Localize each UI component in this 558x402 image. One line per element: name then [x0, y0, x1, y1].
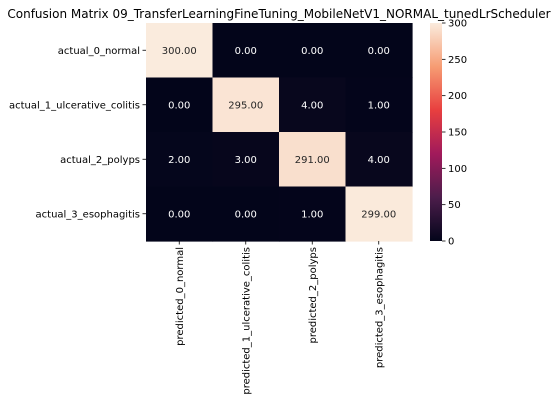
cell-value-label: 0.00 — [168, 100, 190, 111]
heatmap-cell — [212, 23, 280, 79]
row-tick-label: actual_3_esophagitis — [36, 209, 140, 220]
colorbar-tick-label: 300 — [448, 19, 467, 30]
heatmap-cell — [279, 186, 347, 242]
column-tick-label: predicted_3_esophagitis — [374, 247, 385, 368]
heatmap-cells — [146, 23, 413, 242]
cell-value-label: 300.00 — [162, 46, 197, 57]
cell-value-label: 291.00 — [295, 155, 330, 166]
cell-value-label: 1.00 — [301, 209, 323, 220]
heatmap-cell — [146, 23, 214, 79]
heatmap-cell — [345, 186, 413, 242]
heatmap-cell — [146, 77, 214, 133]
heatmap-cell — [146, 186, 214, 242]
heatmap-cell — [212, 77, 280, 133]
column-tick-label: predicted_0_normal — [175, 247, 186, 346]
heatmap-cell — [212, 132, 280, 188]
heatmap-cell — [279, 132, 347, 188]
cell-value-label: 4.00 — [301, 100, 323, 111]
heatmap-cell — [212, 186, 280, 242]
heatmap-cell — [279, 77, 347, 133]
cell-value-label: 0.00 — [235, 209, 257, 220]
colorbar-tick-label: 50 — [448, 200, 461, 211]
colorbar-tick-label: 250 — [448, 55, 467, 66]
colorbar-tick-label: 0 — [448, 237, 454, 248]
heatmap-cell — [345, 23, 413, 79]
colorbar-tick-label: 100 — [448, 164, 467, 175]
cell-value-label: 299.00 — [361, 209, 396, 220]
cell-value-label: 0.00 — [235, 46, 257, 57]
heatmap-cell — [345, 132, 413, 188]
column-tick-labels: predicted_0_normal predicted_1_ulcerative… — [175, 241, 385, 395]
cell-value-label: 0.00 — [168, 209, 190, 220]
colorbar-tick-label: 150 — [448, 128, 467, 139]
heatmap-cell — [345, 77, 413, 133]
cell-value-label: 295.00 — [228, 100, 263, 111]
column-tick-label: predicted_1_ulcerative_colitis — [241, 247, 252, 395]
cell-value-labels: 300.00 0.00 0.00 0.00 0.00 295.00 4.00 1.00 2.00… — [162, 46, 397, 221]
cell-value-label: 1.00 — [368, 100, 390, 111]
colorbar-tick-labels: 0 50 100 150 200 250 300 — [442, 19, 467, 248]
chart-title: Confusion Matrix 09_TransferLearningFine… — [7, 7, 550, 21]
row-tick-label: actual_1_ulcerative_colitis — [9, 100, 140, 111]
column-tick-label: predicted_2_polyps — [308, 247, 319, 344]
row-tick-label: actual_0_normal — [58, 46, 140, 57]
row-tick-label: actual_2_polyps — [60, 155, 140, 166]
cell-value-label: 4.00 — [368, 155, 390, 166]
row-tick-labels: actual_0_normal actual_1_ulcerative_colit… — [9, 46, 146, 220]
heatmap-cell — [279, 23, 347, 79]
heatmap-cell — [146, 132, 214, 188]
cell-value-label: 2.00 — [168, 155, 190, 166]
cell-value-label: 3.00 — [235, 155, 257, 166]
colorbar — [430, 23, 442, 241]
cell-value-label: 0.00 — [368, 46, 390, 57]
colorbar-tick-label: 200 — [448, 91, 467, 102]
cell-value-label: 0.00 — [301, 46, 323, 57]
